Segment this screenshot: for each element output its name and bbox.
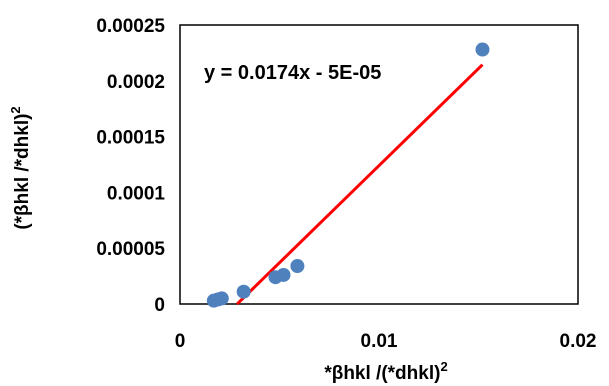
y-tick-label: 0.0001 [107, 183, 166, 204]
trendline [236, 63, 484, 306]
y-tick-label: 0 [154, 295, 165, 316]
y-tick-label: 0.00025 [96, 16, 165, 37]
data-point [475, 42, 490, 57]
x-tick-label: 0 [175, 331, 186, 352]
trendline-group [236, 63, 484, 306]
y-tick-label: 0.00005 [96, 239, 165, 260]
plot-area [179, 24, 579, 305]
trendline-equation: y = 0.0174x - 5E-05 [204, 62, 381, 84]
y-axis-title: (*βhkl /*dhkl)2 [8, 106, 33, 229]
y-axis-ticks: 0 0.00005 0.0001 0.00015 0.0002 0.00025 [96, 16, 165, 316]
data-point [236, 284, 251, 299]
data-point [214, 291, 229, 306]
y-tick-label: 0.0002 [107, 72, 165, 93]
data-point [276, 267, 291, 282]
y-tick-label: 0.00015 [96, 128, 165, 149]
x-tick-label: 0.01 [361, 331, 398, 352]
x-tick-label: 0.02 [560, 331, 597, 352]
data-points [206, 42, 490, 308]
x-axis-ticks: 0 0.01 0.02 [175, 331, 597, 352]
x-axis-title: *βhkl /(*dhkl)2 [324, 359, 447, 384]
plot-border [179, 24, 579, 305]
data-point [290, 259, 305, 274]
